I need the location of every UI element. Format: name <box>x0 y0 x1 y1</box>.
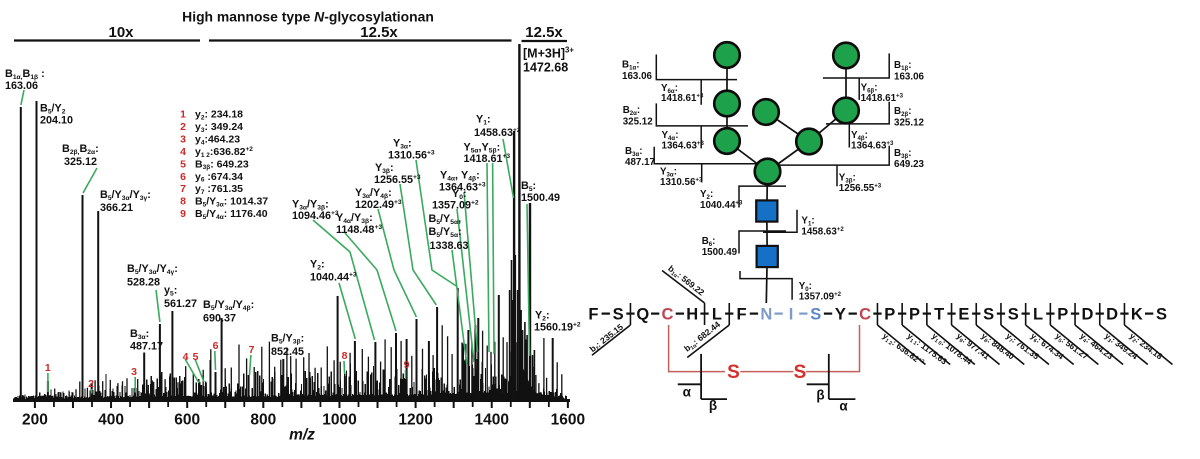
svg-text:Q: Q <box>636 306 649 324</box>
svg-text:852.45: 852.45 <box>271 346 304 358</box>
svg-text:12.5x: 12.5x <box>525 24 563 41</box>
svg-text:690.37: 690.37 <box>203 313 236 325</box>
svg-text:1600: 1600 <box>551 412 585 429</box>
svg-text:S: S <box>1008 306 1019 324</box>
svg-text:P: P <box>884 306 895 324</box>
svg-text:m/z: m/z <box>289 427 315 444</box>
svg-text:4: 4 <box>180 146 186 158</box>
svg-text:S: S <box>1156 306 1167 324</box>
svg-text:C: C <box>859 306 871 324</box>
svg-text:K: K <box>1131 306 1143 324</box>
svg-text:N: N <box>760 306 772 324</box>
svg-text:1: 1 <box>180 109 186 121</box>
svg-text:5: 5 <box>180 158 186 170</box>
svg-text:P: P <box>909 306 920 324</box>
svg-text:B5​/Y3α​: 1014.37: B5​/Y3α​: 1014.37 <box>195 196 268 209</box>
svg-text:F: F <box>737 306 747 324</box>
svg-text:1000: 1000 <box>322 412 356 429</box>
svg-text:B5​/Y4α​: 1176.40: B5​/Y4α​: 1176.40 <box>195 208 268 221</box>
svg-text:S: S <box>810 306 821 324</box>
svg-text:561.27: 561.27 <box>164 298 197 310</box>
svg-text:1338.63: 1338.63 <box>430 240 469 252</box>
svg-text:400: 400 <box>98 412 124 429</box>
svg-text:S: S <box>794 362 807 383</box>
svg-text:10x: 10x <box>108 24 134 41</box>
svg-text:β: β <box>816 388 824 403</box>
svg-text:F: F <box>588 306 598 324</box>
svg-text:H: H <box>686 306 698 324</box>
svg-text:α: α <box>839 399 848 414</box>
svg-text:325.12: 325.12 <box>894 118 925 129</box>
svg-text:D: D <box>1106 306 1118 324</box>
svg-text:204.10: 204.10 <box>40 115 73 127</box>
svg-text:163.06: 163.06 <box>894 72 925 83</box>
svg-text:α: α <box>683 385 692 400</box>
svg-text:β: β <box>709 398 717 413</box>
svg-text:200: 200 <box>22 412 48 429</box>
svg-text:2: 2 <box>180 121 186 133</box>
svg-text:C: C <box>662 306 674 324</box>
svg-text:2: 2 <box>88 378 94 390</box>
svg-text:1472.68: 1472.68 <box>523 61 568 75</box>
svg-text:P: P <box>1057 306 1068 324</box>
svg-text:9: 9 <box>180 208 186 220</box>
svg-text:S: S <box>727 362 740 383</box>
svg-text:3: 3 <box>131 366 137 378</box>
svg-text:1500.49: 1500.49 <box>521 192 560 204</box>
svg-text:5: 5 <box>193 351 199 363</box>
svg-text:9: 9 <box>404 359 410 371</box>
svg-text:1: 1 <box>45 362 51 374</box>
svg-text:1500.49: 1500.49 <box>702 247 738 258</box>
svg-text:163.06: 163.06 <box>622 71 653 82</box>
svg-text:600: 600 <box>174 412 200 429</box>
svg-text:1200: 1200 <box>398 412 432 429</box>
svg-text:Y: Y <box>835 306 846 324</box>
svg-text:528.28: 528.28 <box>127 277 160 289</box>
svg-text:B1α,​B1β​ :: B1α,​B1β​ : <box>5 68 45 81</box>
svg-text:366.21: 366.21 <box>100 202 133 214</box>
svg-text:649.23: 649.23 <box>894 159 925 170</box>
svg-text:3: 3 <box>180 133 186 145</box>
svg-text:I: I <box>789 306 794 324</box>
svg-text:325.12: 325.12 <box>623 117 654 128</box>
svg-text:High mannose type N-glycosyla: High mannose type N-glycosylationan <box>182 9 434 25</box>
svg-text:B5​:: B5​: <box>521 180 536 193</box>
svg-text:E: E <box>958 306 969 324</box>
svg-text:1400: 1400 <box>474 412 508 429</box>
svg-text:12.5x: 12.5x <box>360 24 398 41</box>
svg-text:800: 800 <box>250 412 276 429</box>
svg-text:L: L <box>1033 306 1043 324</box>
svg-text:6: 6 <box>213 340 219 352</box>
svg-text:7: 7 <box>180 183 186 195</box>
svg-text:4: 4 <box>183 351 189 363</box>
svg-text:8: 8 <box>180 196 186 208</box>
svg-text:6: 6 <box>180 171 186 183</box>
svg-text:325.12: 325.12 <box>64 156 97 168</box>
svg-text:D: D <box>1081 306 1093 324</box>
svg-text:487.17: 487.17 <box>625 157 656 168</box>
svg-text:S: S <box>613 306 624 324</box>
svg-text:487.17: 487.17 <box>130 341 163 353</box>
svg-text:8: 8 <box>342 350 348 362</box>
svg-text:7: 7 <box>249 344 255 356</box>
svg-text:163.06: 163.06 <box>5 80 38 92</box>
svg-text:S: S <box>983 306 994 324</box>
svg-text:T: T <box>934 306 944 324</box>
